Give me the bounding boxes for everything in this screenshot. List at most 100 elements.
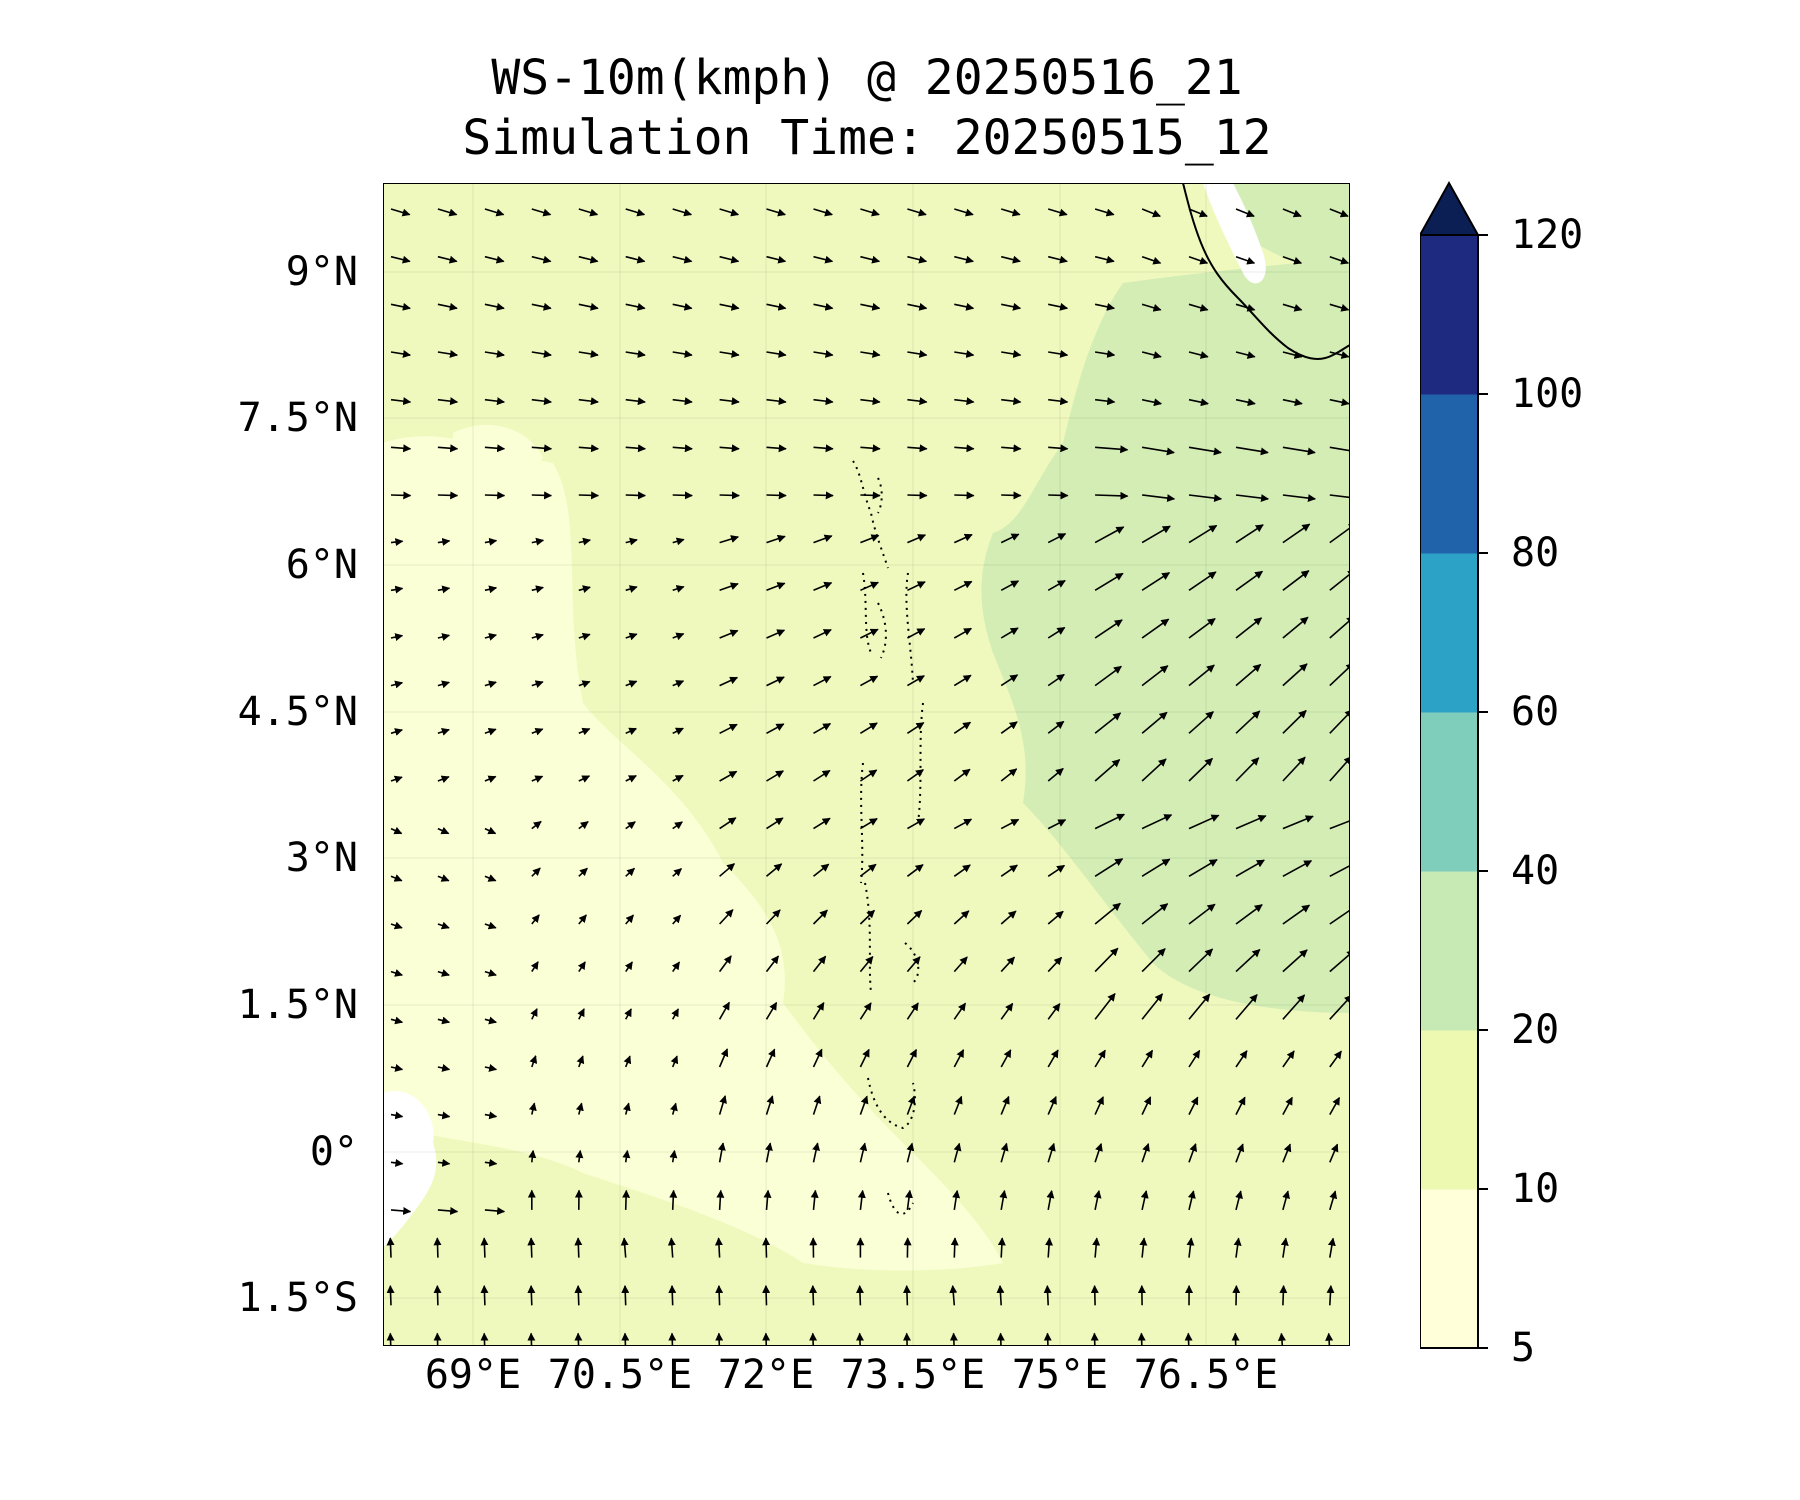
wind-arrow: [480, 1332, 489, 1346]
wind-arrow: [672, 302, 693, 311]
wind-arrow: [625, 397, 646, 406]
wind-arrow: [1235, 859, 1265, 877]
wind-arrow: [484, 350, 505, 358]
wind-arrow: [859, 722, 878, 734]
wind-arrow: [578, 208, 599, 217]
wind-arrow: [437, 255, 458, 264]
wind-arrow: [859, 955, 874, 973]
wind-arrow: [529, 1055, 538, 1068]
wind-arrow: [907, 444, 928, 453]
lat-label-6n: 6°N: [285, 542, 358, 588]
wind-arrow: [484, 255, 505, 264]
wind-arrow: [621, 1332, 630, 1346]
wind-arrow: [765, 909, 781, 925]
wind-vectors: [386, 208, 1350, 1346]
wind-arrow: [437, 775, 450, 784]
wind-arrow: [1282, 709, 1307, 734]
wind-arrow: [1329, 994, 1350, 1020]
wind-arrow: [1001, 350, 1022, 358]
wind-arrow: [390, 1158, 404, 1167]
wind-arrow: [574, 1332, 583, 1346]
wind-arrow: [1282, 570, 1310, 591]
wind-arrow: [813, 350, 834, 358]
wind-arrow: [719, 397, 740, 406]
wind-arrow: [1235, 904, 1263, 925]
wind-arrow: [625, 867, 635, 877]
wind-arrow: [578, 727, 591, 736]
wind-arrow: [1094, 947, 1119, 973]
wind-arrow: [906, 864, 924, 877]
wind-arrow: [813, 628, 832, 639]
wind-arrow: [625, 585, 638, 593]
wind-arrow: [1188, 571, 1217, 591]
wind-arrow: [625, 821, 636, 830]
wind-arrow: [578, 867, 588, 877]
colorbar-label: 100: [1511, 371, 1584, 417]
wind-arrow: [907, 350, 928, 358]
wind-arrow: [859, 1048, 870, 1068]
wind-arrow: [906, 1002, 919, 1020]
wind-arrow: [907, 534, 927, 544]
wind-arrow: [860, 534, 880, 544]
wind-arrow: [1188, 1096, 1199, 1115]
wind-arrow: [531, 255, 552, 264]
wind-arrow: [766, 397, 787, 406]
wind-arrow: [672, 255, 693, 264]
wind-arrow: [1047, 1003, 1061, 1020]
wind-arrow: [719, 582, 739, 592]
wind-arrow: [1000, 864, 1018, 877]
wind-arrow: [1325, 1332, 1334, 1346]
wind-arrow: [625, 537, 638, 546]
wind-arrow: [855, 1285, 864, 1306]
wind-arrow: [437, 537, 451, 546]
wind-arrow: [484, 1206, 506, 1215]
wind-arrow: [386, 1285, 395, 1306]
wind-arrow: [527, 1332, 536, 1346]
colorbar-label: 20: [1511, 1007, 1560, 1053]
wind-arrow: [1000, 910, 1017, 925]
wind-arrow: [1235, 1143, 1245, 1163]
wind-arrow: [813, 769, 831, 782]
wind-arrow: [1000, 956, 1015, 973]
wind-arrow: [1094, 1049, 1106, 1068]
wind-arrow: [1048, 491, 1069, 500]
wind-arrow: [1282, 1143, 1292, 1163]
wind-arrow: [484, 491, 506, 500]
wind-arrow: [390, 302, 411, 311]
wind-arrow: [578, 680, 591, 688]
wind-arrow: [1235, 710, 1261, 734]
wind-arrow: [1141, 993, 1164, 1020]
colorbar-band: [1420, 553, 1478, 713]
wind-arrow: [1235, 617, 1263, 639]
wind-arrow: [390, 255, 411, 264]
wind-arrow: [719, 629, 739, 639]
wind-arrow: [719, 863, 736, 877]
wind-arrow: [859, 817, 878, 830]
wind-arrow: [813, 863, 830, 877]
wind-arrow: [1094, 665, 1122, 687]
wind-arrow: [484, 680, 497, 689]
lon-label-69e: 69°E: [424, 1352, 522, 1398]
wind-arrow: [765, 863, 783, 877]
wind-arrow: [1047, 956, 1063, 973]
wind-arrow: [668, 1332, 677, 1346]
wind-arrow: [1235, 948, 1261, 973]
wind-arrow: [531, 397, 552, 406]
wind-arrow: [1094, 1096, 1104, 1115]
wind-arrow: [860, 397, 881, 406]
wind-arrow: [437, 1016, 451, 1025]
wind-arrow: [625, 774, 637, 783]
wind-arrow: [954, 444, 975, 453]
wind-arrow: [1282, 351, 1303, 359]
wind-arrow: [390, 1064, 404, 1072]
wind-arrow: [621, 1285, 630, 1306]
wind-arrow: [1282, 303, 1303, 312]
wind-arrow: [1047, 910, 1064, 925]
wind-arrow: [1000, 627, 1019, 639]
wind-arrow: [812, 1048, 823, 1068]
wind-arrow: [1141, 255, 1162, 265]
wind-arrow: [1235, 303, 1256, 312]
lat-label-9n: 9°N: [285, 249, 358, 295]
wind-arrow: [531, 585, 544, 594]
wind-arrow: [668, 1285, 677, 1306]
